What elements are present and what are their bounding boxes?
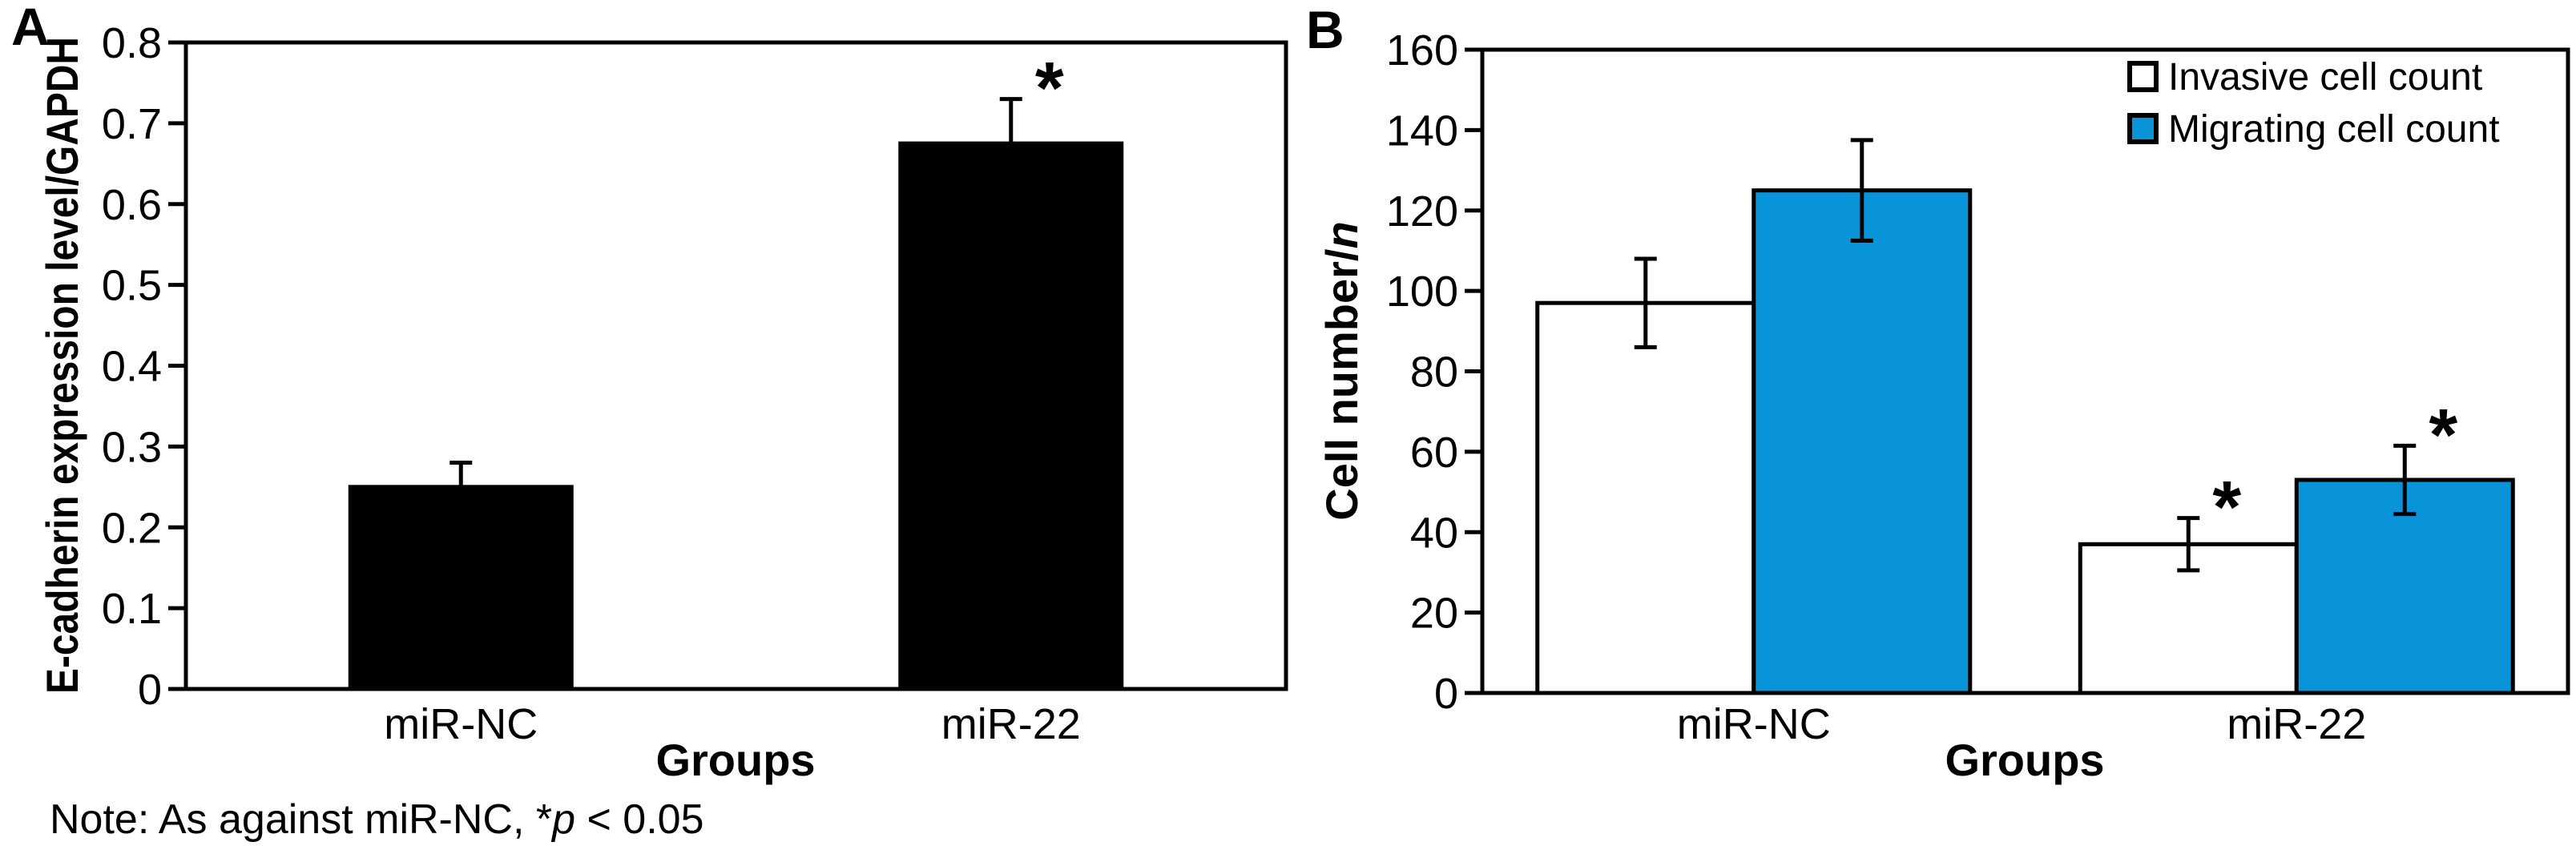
y-tick-label-B: 140: [1386, 107, 1458, 155]
significance-asterisk: *: [1035, 48, 1064, 130]
y-tick-label-B: 120: [1386, 187, 1458, 236]
significance-asterisk: *: [2429, 394, 2457, 476]
chart-a-y-axis-title: E-cadherin expression level/GAPDH: [37, 37, 87, 694]
y-tick-label-A: 0.1: [102, 585, 162, 633]
legend-swatch-migrating: [2127, 113, 2159, 144]
x-category-label-miR-NC: miR-NC: [384, 700, 538, 748]
chart-a-plot: 0 0.1 0.2 0.3 0.4 0.5 0.6 0.7 0.8 miR-NC * miR-22: [102, 19, 1288, 748]
x-category-label-miR-22: miR-22: [941, 700, 1081, 748]
y-tick-label-A: 0: [138, 666, 162, 714]
y-tick-label-A: 0.3: [102, 423, 162, 471]
chart-b-x-axis-title: Groups: [1945, 735, 2104, 785]
chart-b-plot: 0 20 40 60 80 100 120 140 160 miR-NC * * miR-22: [1386, 26, 2570, 748]
y-tick-label-A: 0.7: [102, 100, 162, 148]
y-tick-label-B: 160: [1386, 26, 1458, 75]
y-tick-label-A: 0.4: [102, 343, 162, 391]
legend-swatch-invasive: [2127, 61, 2159, 92]
y-tick-label-B: 20: [1410, 590, 1458, 638]
x-category-label-miR-22: miR-22: [2227, 700, 2366, 748]
y-tick-label-B: 100: [1386, 268, 1458, 316]
note-p-symbol: p: [550, 796, 575, 843]
figure-note: Note: As against miR-NC, *p < 0.05: [50, 796, 704, 843]
bar-miR-22-e-cadherin-expression-level-gapdh: [898, 141, 1124, 691]
chart-b-legend: Invasive cell count Migrating cell count: [2127, 56, 2500, 151]
y-tick-label-B: 80: [1410, 348, 1458, 397]
y-tick-label-B: 0: [1434, 670, 1458, 718]
x-category-label-miR-NC: miR-NC: [1677, 700, 1831, 748]
y-tick-label-A: 0.6: [102, 181, 162, 229]
chart-b-y-axis-title: Cell number/n: [1316, 221, 1367, 520]
y-tick-label-B: 60: [1410, 429, 1458, 477]
panel-a-label: A: [11, 0, 50, 56]
significance-asterisk: *: [2212, 467, 2241, 549]
panel-b-label: B: [1306, 0, 1344, 59]
chart-b-y-axis-title-italic: n: [1316, 221, 1367, 248]
bar-miR-NC-migrating-cell-count: [1752, 188, 1973, 695]
chart-b-y-axis-title-main: Cell number/: [1316, 248, 1367, 521]
note-suffix: < 0.05: [575, 796, 703, 843]
bar-miR-NC-invasive-cell-count: [1535, 300, 1756, 695]
y-tick-label-A: 0.8: [102, 19, 162, 67]
chart-a-x-axis-title: Groups: [655, 735, 815, 785]
bar-miR-NC-e-cadherin-expression-level-gapdh: [348, 485, 574, 691]
y-tick-label-A: 0.2: [102, 504, 162, 552]
y-tick-label-B: 40: [1410, 509, 1458, 557]
legend-label-migrating: Migrating cell count: [2168, 108, 2500, 151]
y-tick-label-A: 0.5: [102, 262, 162, 310]
note-prefix: Note: As against miR-NC, *: [50, 796, 552, 843]
legend-label-invasive: Invasive cell count: [2168, 56, 2482, 99]
